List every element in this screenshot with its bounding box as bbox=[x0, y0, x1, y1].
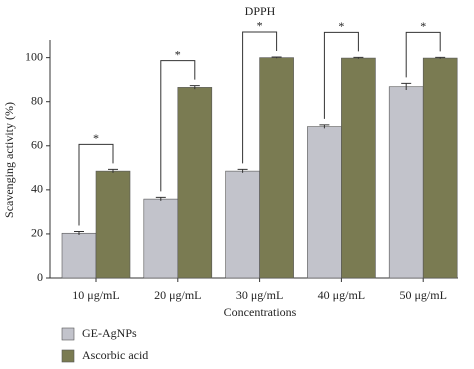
bar bbox=[422, 57, 458, 279]
y-tick-label: 60 bbox=[31, 138, 43, 152]
error-bar bbox=[189, 85, 200, 90]
bar bbox=[259, 57, 294, 279]
y-tick-label: 20 bbox=[31, 226, 43, 240]
bar bbox=[388, 86, 424, 279]
legend-label: Ascorbic acid bbox=[82, 348, 148, 362]
y-axis-label: Scavenging activity (%) bbox=[2, 102, 16, 218]
significance-bracket bbox=[405, 31, 441, 78]
error-bar bbox=[319, 124, 330, 129]
error-bar bbox=[74, 231, 84, 236]
significance-bracket bbox=[323, 31, 359, 119]
legend-swatch bbox=[61, 349, 75, 363]
x-tick-label: 20 μg/mL bbox=[154, 288, 201, 302]
y-tick-label: 100 bbox=[25, 49, 43, 63]
legend-label: GE-AgNPs bbox=[82, 326, 137, 340]
significance-label: * bbox=[93, 131, 99, 145]
error-bar bbox=[237, 168, 248, 173]
y-tick-label: 0 bbox=[37, 270, 43, 284]
x-tick-label: 40 μg/mL bbox=[318, 288, 365, 302]
significance-label: * bbox=[420, 19, 426, 33]
error-bar bbox=[435, 56, 446, 59]
chart-title: DPPH bbox=[245, 4, 276, 18]
significance-label: * bbox=[175, 47, 181, 61]
x-tick-label: 50 μg/mL bbox=[399, 288, 446, 302]
error-bar bbox=[155, 196, 166, 201]
y-tick-label: 40 bbox=[31, 182, 43, 196]
significance-bracket bbox=[78, 143, 114, 226]
x-tick-label: 30 μg/mL bbox=[236, 288, 283, 302]
x-tick-label: 10 μg/mL bbox=[72, 288, 119, 302]
significance-bracket bbox=[160, 60, 196, 192]
significance-bracket bbox=[242, 31, 278, 164]
error-bar bbox=[271, 56, 282, 59]
bar bbox=[177, 87, 213, 279]
bar bbox=[143, 198, 179, 279]
error-bar bbox=[353, 56, 364, 59]
bar bbox=[225, 170, 260, 279]
bar bbox=[95, 170, 131, 279]
error-bar bbox=[108, 168, 118, 173]
bar bbox=[61, 232, 97, 279]
significance-label: * bbox=[338, 19, 344, 33]
bar bbox=[341, 57, 376, 279]
bar bbox=[307, 126, 342, 279]
significance-label: * bbox=[257, 19, 263, 33]
legend-swatch bbox=[61, 327, 75, 341]
y-tick-label: 80 bbox=[31, 93, 43, 107]
x-axis-label: Concentrations bbox=[224, 305, 297, 319]
error-bar bbox=[401, 82, 412, 91]
